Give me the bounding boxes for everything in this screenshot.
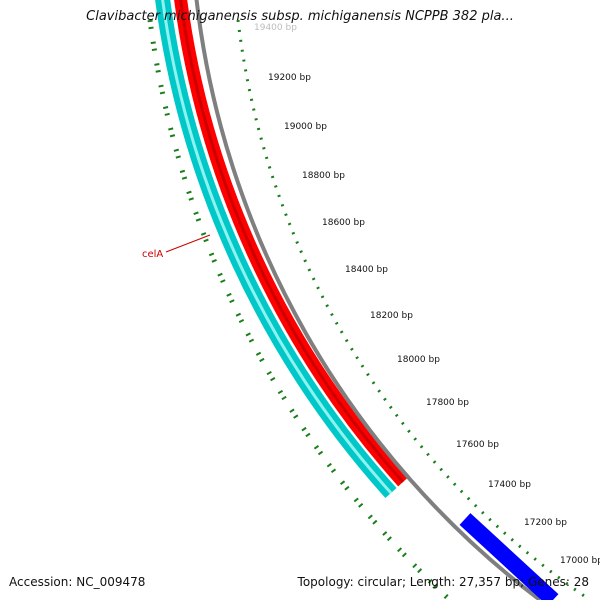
backbone-ring [194,0,542,600]
accession-text: Accession: NC_009478 [9,575,146,589]
celA-gene-highlight [161,0,393,495]
tick-label: 17600 bp [456,440,499,450]
celA-leader-line [165,234,211,253]
tick-label: 18400 bp [345,265,388,275]
outer-tick-ring [147,19,452,600]
plasmid-title: Clavibacter michiganensis subsp. michiga… [86,9,514,24]
tick-label-group: 19400 bp 19200 bp 19000 bp 18800 bp 18600 bp… [254,23,600,566]
tick-label: 17400 bp [488,480,531,490]
tick-label: 19000 bp [284,122,327,132]
blue-gene-band [459,513,559,600]
tick-label: 17200 bp [524,518,567,528]
tick-label: 18800 bp [302,171,345,181]
tick-label: 19200 bp [268,73,311,83]
celA-label: celA [142,249,163,260]
tick-label: 17000 bp [560,556,600,566]
tick-label: 18200 bp [370,311,413,321]
tick-label: 18000 bp [397,355,440,365]
tick-label: 17800 bp [426,398,469,408]
topology-summary: Topology: circular; Length: 27,357 bp; G… [297,575,589,589]
red-gene-shade [179,0,405,484]
tick-label-faded: 19400 bp [254,23,297,33]
tick-label: 18600 bp [322,218,365,228]
inner-tick-ring [236,19,591,600]
